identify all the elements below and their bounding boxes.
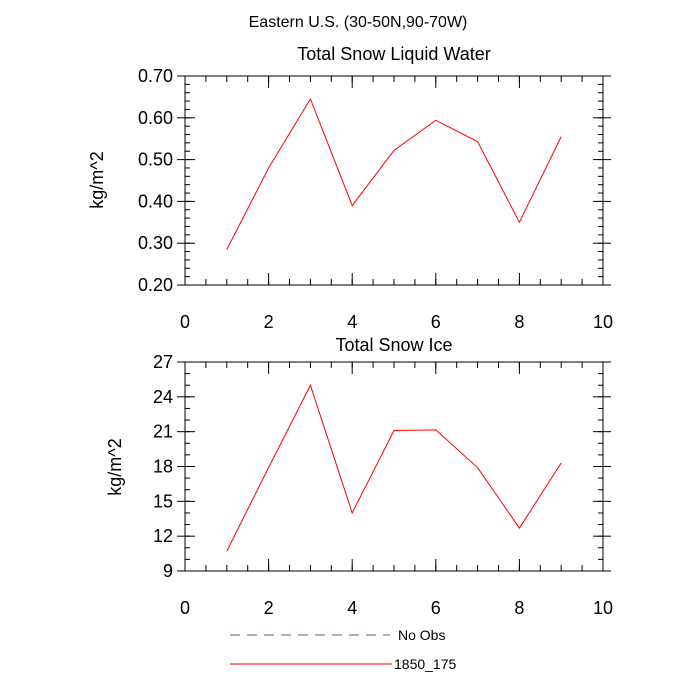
panel-liquid-water-major-ticks [177, 75, 611, 286]
y-tick-label: 0.50 [138, 150, 173, 170]
page-title: Eastern U.S. (30-50N,90-70W) [249, 14, 468, 31]
panel-snow-ice-minor-ticks [184, 361, 604, 572]
x-tick-label: 8 [514, 312, 524, 332]
x-tick-label: 0 [180, 312, 190, 332]
panel-liquid-water-frame [184, 75, 604, 286]
y-tick-label: 0.70 [138, 66, 173, 86]
panel-snow-ice-series [226, 383, 562, 552]
y-tick-label: 0.60 [138, 108, 173, 128]
x-tick-label: 4 [347, 598, 357, 618]
panel-snow-ice-title: Total Snow Ice [335, 335, 452, 355]
y-tick-label: 21 [153, 422, 173, 442]
x-tick-label: 0 [180, 598, 190, 618]
y-tick-label: 27 [153, 352, 173, 372]
x-tick-label: 2 [264, 598, 274, 618]
panel-liquid-water-series [226, 97, 562, 250]
x-tick-label: 2 [264, 312, 274, 332]
y-tick-label: 9 [163, 561, 173, 581]
panel-liquid-water-title: Total Snow Liquid Water [297, 44, 490, 64]
panel-liquid-water: Total Snow Liquid Water kg/m^2 0 2 4 6 8 10 0… [87, 44, 613, 332]
legend: No Obs 1850_175 [230, 627, 457, 672]
y-tick-label: 15 [153, 491, 173, 511]
y-tick-label: 12 [153, 526, 173, 546]
x-tick-label: 6 [431, 312, 441, 332]
series-line-1850-175 [226, 97, 562, 250]
x-tick-label: 4 [347, 312, 357, 332]
panel-snow-ice-ylabel: kg/m^2 [105, 438, 125, 495]
panel-liquid-water-ylabel: kg/m^2 [87, 151, 107, 208]
panel-liquid-water-y-tick-labels: 0.20 0.30 0.40 0.50 0.60 0.70 [138, 66, 173, 295]
panel-snow-ice-frame [184, 361, 604, 572]
y-tick-label: 0.30 [138, 233, 173, 253]
x-tick-label: 10 [593, 598, 613, 618]
panel-snow-ice-y-tick-labels: 9 12 15 18 21 24 27 [153, 352, 173, 581]
y-tick-label: 0.40 [138, 191, 173, 211]
y-tick-label: 18 [153, 457, 173, 477]
legend-label-no-obs: No Obs [398, 627, 445, 643]
y-tick-label: 24 [153, 387, 173, 407]
panel-snow-ice-x-tick-labels: 0 2 4 6 8 10 [180, 598, 613, 618]
x-tick-label: 8 [514, 598, 524, 618]
x-tick-label: 6 [431, 598, 441, 618]
panel-snow-ice-major-ticks [177, 361, 611, 572]
panel-snow-ice: Total Snow Ice kg/m^2 0 2 4 6 8 10 9121518212… [105, 335, 613, 618]
legend-label-1850-175: 1850_175 [394, 656, 457, 672]
x-tick-label: 10 [593, 312, 613, 332]
y-tick-label: 0.20 [138, 275, 173, 295]
panel-liquid-water-x-tick-labels: 0 2 4 6 8 10 [180, 312, 613, 332]
series-line-1850-175 [226, 383, 562, 552]
